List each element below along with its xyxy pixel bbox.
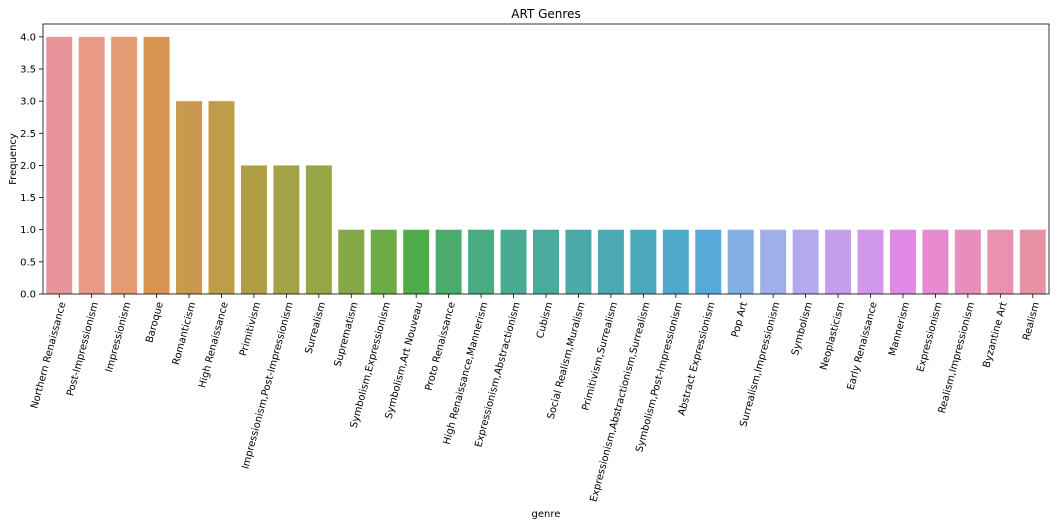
bar [597,229,624,294]
x-tick-label: Primitivism [238,301,263,358]
y-tick-label: 1.5 [20,193,36,204]
y-tick-label: 0.5 [20,257,36,268]
bar [662,229,689,294]
x-tick-label: Neoplasticism [819,301,848,372]
bar [176,101,203,295]
x-tick-label: Primitivism,Surrealism [581,301,621,412]
bar [468,229,495,294]
x-tick-label: Realism [1021,301,1042,342]
bar [825,229,852,294]
bar [273,165,300,294]
x-tick-label: Expressionism [915,301,944,373]
bar [792,229,819,294]
bar [760,229,787,294]
bar [695,229,722,294]
y-tick-label: 4.0 [20,32,36,43]
y-tick-label: 3.5 [20,65,36,76]
x-tick-label: Realism,Impressionism [937,301,977,415]
bar [533,229,559,294]
bar [889,229,916,294]
x-tick-label: Suprematism [333,301,361,368]
bar [403,229,430,294]
y-ticks-group: 0.0 0.5 1.0 1.5 2.0 2.5 3.0 3.5 4.0 [20,32,43,301]
bar [500,229,527,294]
x-tick-label: Northern Renaissance [29,301,68,410]
plot-frame [42,23,1050,295]
y-tick-label: 2.0 [20,161,36,172]
x-tick-label: Symbolism,Art Nouveau [384,301,426,420]
bars-group [46,36,1046,295]
x-tick-label: Post-Impressionism [65,301,101,398]
x-tick-label: Mannerism [887,301,912,357]
y-tick-label: 2.5 [20,129,36,140]
x-tick-label: Expressionism,Abstractionism,Surrealism [589,301,653,503]
bar [208,101,235,295]
bar [565,229,592,294]
bar [727,229,754,294]
y-axis-label: Frequency [8,133,19,185]
bar [46,36,73,294]
bar [954,229,981,294]
x-tick-label: Pop Art [730,301,750,339]
bar [370,229,397,294]
x-axis-label: genre [532,509,561,520]
x-tick-label: Symbolism [790,301,815,357]
x-tick-label: Impressionism [104,301,133,374]
bar [240,165,267,294]
bar [338,229,365,294]
y-tick-label: 3.0 [20,97,36,108]
y-tick-label: 0.0 [20,290,36,301]
bar [987,229,1014,294]
x-tick-label: High Renaissance [197,301,231,389]
bar [922,229,949,294]
bar [143,36,170,294]
y-tick-label: 1.0 [20,225,36,236]
chart-title: ART Genres [511,7,580,21]
x-tick-label: Baroque [144,301,165,344]
bar [78,36,105,294]
x-tick-label: Abstract Expressionism [677,301,718,417]
bar [305,165,332,294]
x-tick-label: Proto Renaissance [424,301,458,392]
bar [435,229,462,294]
bar [857,229,884,294]
bar [111,36,138,294]
x-tick-label: Cubism [535,301,555,340]
x-tick-label: Byzantine Art [981,301,1009,369]
x-tick-label: Romanticism [171,301,198,366]
x-tick-label: Early Renaissance [846,301,880,392]
bar [1019,229,1046,294]
x-tick-label: Surrealism [304,301,328,355]
bar [630,229,657,294]
